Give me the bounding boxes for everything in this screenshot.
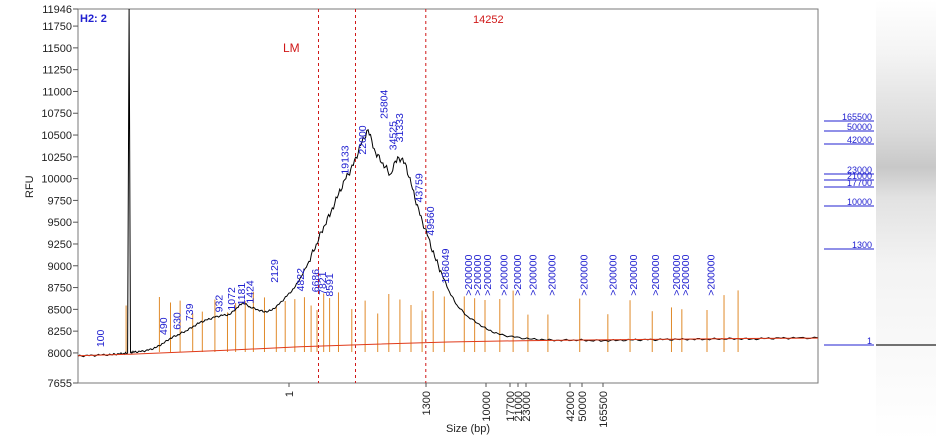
ladder-band-label: 17700 (847, 178, 872, 188)
peak-size-label: 630 (171, 312, 183, 330)
ladder-band-label: 165500 (842, 112, 872, 122)
y-tick-label: 11250 (42, 65, 72, 77)
peak-size-label: >200000 (671, 254, 683, 295)
region-dashed-lines (318, 9, 427, 383)
panel-label: H2: 2 (80, 13, 107, 25)
peak-size-label: >200000 (547, 254, 559, 295)
peak-size-label: >200000 (650, 254, 662, 295)
signal-trace (77, 8, 819, 358)
x-tick-label: 10000 (481, 391, 493, 422)
ladder-band-label: 23000 (847, 165, 872, 175)
peak-size-label: >200000 (578, 254, 590, 295)
region-label: 14252 (473, 14, 504, 26)
baseline-trace (77, 337, 819, 357)
peak-size-label: 100 (95, 330, 107, 348)
ladder-band-label: 21000 (847, 171, 872, 181)
lower-marker-label: LM (283, 41, 300, 55)
x-tick-label: 42000 (565, 391, 577, 422)
x-tick-label: 165500 (598, 391, 610, 428)
x-tick-label: 1300 (421, 391, 433, 415)
peak-size-label: >200000 (527, 254, 539, 295)
y-tick-label: 8000 (48, 348, 72, 360)
peak-size-label: >200000 (472, 254, 484, 295)
x-tick-label: 17700 (505, 391, 517, 422)
peak-size-label: 186049 (440, 248, 452, 283)
peak-size-label: 22000 (357, 125, 369, 154)
y-tick-label: 10500 (41, 130, 72, 142)
peak-size-label: 1424 (245, 280, 257, 304)
y-tick-label: 9000 (48, 261, 72, 273)
peak-marker-lines (125, 290, 739, 352)
y-tick-label: 7655 (48, 378, 72, 390)
peak-size-label: >200000 (607, 254, 619, 295)
y-tick-label: 10750 (41, 108, 72, 120)
y-axis-ticks: 7655 8000 8250 8500 8750 9000 9250 9500 9750 1000… (41, 4, 78, 390)
peak-size-label: 2129 (269, 259, 281, 283)
peak-size-label: 4822 (295, 268, 307, 292)
x-axis-title: Size (bp) (446, 423, 490, 435)
peak-size-label: 43759 (413, 173, 425, 202)
series-group (77, 8, 819, 358)
y-tick-label: 11000 (42, 86, 72, 98)
y-tick-label: 10250 (41, 152, 72, 164)
peak-size-label: 34525 (388, 121, 400, 150)
peak-size-label: >200000 (499, 254, 511, 295)
peak-size-label: >200000 (482, 254, 494, 295)
y-tick-label: 8250 (48, 326, 72, 338)
peak-size-label: 25804 (379, 89, 391, 118)
y-tick-label: 9750 (48, 195, 72, 207)
peak-size-label: 7821 (317, 271, 329, 295)
y-tick-label: 10000 (41, 174, 72, 186)
peak-size-label: 739 (184, 303, 196, 321)
ladder-band-label: 42000 (847, 135, 872, 145)
ladder-band-label: 50000 (847, 122, 872, 132)
peak-size-label: 1181 (236, 283, 248, 306)
plot-area (77, 8, 819, 384)
y-axis-title: RFU (24, 175, 36, 198)
x-tick-label: 50000 (577, 391, 589, 422)
y-tick-label: 9250 (48, 239, 72, 251)
peak-size-label: 19133 (339, 145, 351, 174)
peak-size-label: 8591 (324, 273, 336, 297)
peak-size-label: >200000 (680, 254, 692, 295)
ladder-band-label: 1300 (852, 240, 872, 250)
ladder-band-label: 10000 (847, 197, 872, 207)
peak-size-label: 31333 (394, 113, 406, 142)
y-tick-label: 8500 (48, 304, 72, 316)
peak-size-label: 49560 (425, 206, 437, 235)
peak-size-label: >200000 (512, 254, 524, 295)
x-tick-label: 1 (284, 391, 296, 397)
peak-size-label: 932 (214, 295, 226, 313)
y-tick-label: 8750 (48, 283, 72, 295)
y-tick-label: 11500 (42, 43, 72, 55)
peak-size-label: >200000 (628, 254, 640, 295)
peak-size-label: >200000 (706, 254, 718, 295)
peak-size-label: >200000 (463, 254, 475, 295)
x-tick-label: 23000 (521, 391, 533, 422)
x-tick-label: 21000 (513, 391, 525, 422)
y-tick-label: 9500 (48, 217, 72, 229)
y-tick-label: 11750 (42, 21, 72, 33)
peak-size-label: 1072 (226, 287, 238, 311)
y-tick-label: 11946 (42, 4, 72, 16)
peak-size-label: 6686 (310, 269, 322, 293)
gel-lane-image (876, 0, 936, 440)
peak-size-label: 490 (158, 317, 170, 335)
ladder-band-label: 1 (867, 336, 872, 346)
